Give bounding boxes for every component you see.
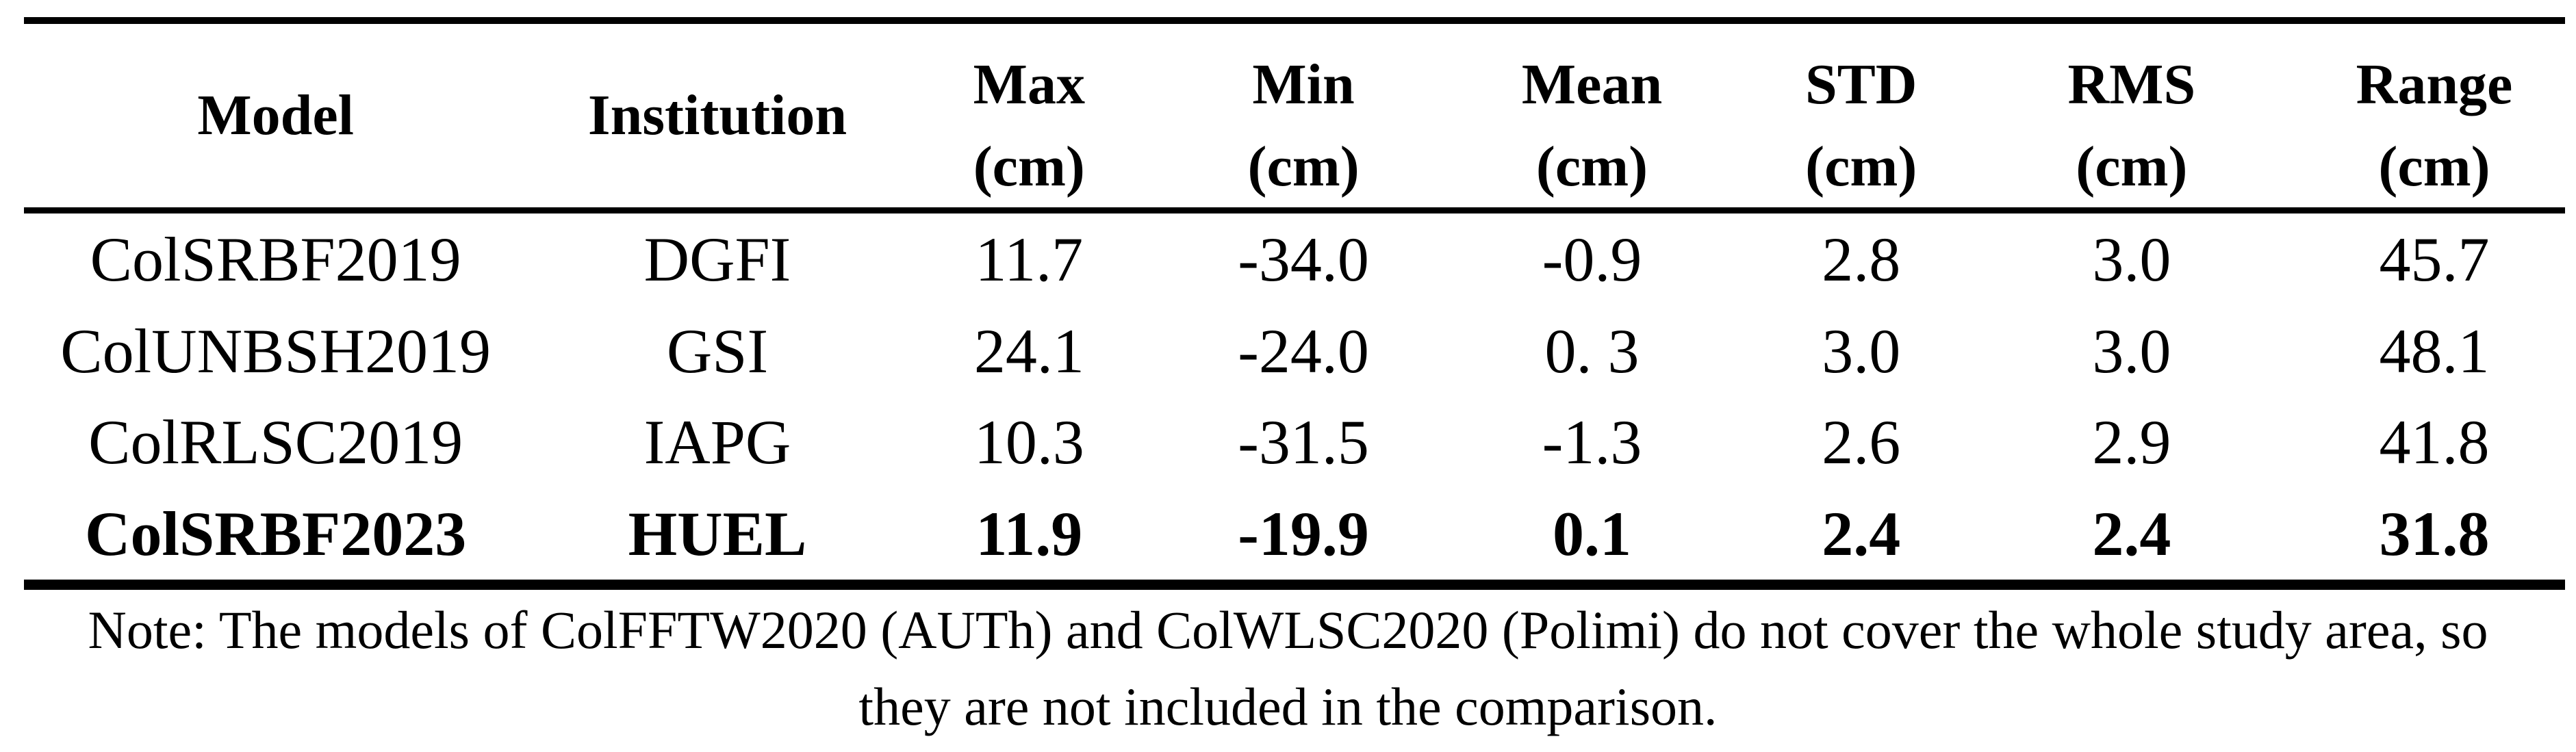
col-header-label: Model xyxy=(197,83,354,147)
cell-mean: 0. 3 xyxy=(1544,315,1640,386)
col-header-label: Min xyxy=(1252,53,1355,116)
cell-institution: HUEL xyxy=(628,499,807,569)
cell-max: 11.7 xyxy=(975,224,1084,294)
cell-min: -31.5 xyxy=(1238,407,1369,478)
cell-max: 24.1 xyxy=(973,315,1084,386)
table-row-highlighted: ColSRBF2023 HUEL 11.9 -19.9 0.1 2.4 2.4 … xyxy=(0,488,2576,580)
note-line: they are not included in the comparison. xyxy=(858,677,1718,736)
cell-max: 10.3 xyxy=(973,407,1084,478)
cell-model: ColSRBF2023 xyxy=(85,499,467,569)
cell-std: 3.0 xyxy=(1822,315,1901,386)
col-header-label: Mean xyxy=(1521,53,1663,116)
cell-model: ColRLSC2019 xyxy=(88,407,463,478)
col-header-unit: (cm) xyxy=(1247,135,1360,198)
table-row: ColRLSC2019 IAPG 10.3 -31.5 -1.3 2.6 2.9… xyxy=(0,397,2576,489)
cell-range: 31.8 xyxy=(2379,499,2490,569)
cell-rms: 3.0 xyxy=(2092,315,2171,386)
col-header-label: Institution xyxy=(587,83,847,147)
col-header-label: RMS xyxy=(2067,53,2196,116)
table-body: ColSRBF2019 DGFI 11.7 -34.0 -0.9 2.8 3.0… xyxy=(0,213,2576,580)
col-header-unit: (cm) xyxy=(1535,135,1648,198)
table-header-row: Model Institution Max (cm) Min (cm) Mean… xyxy=(0,24,2576,207)
table-row: ColUNBSH2019 GSI 24.1 -24.0 0. 3 3.0 3.0… xyxy=(0,305,2576,397)
cell-range: 41.8 xyxy=(2379,407,2490,478)
col-header-unit: (cm) xyxy=(2378,135,2490,198)
col-header-label: STD xyxy=(1805,53,1917,116)
cell-std: 2.6 xyxy=(1822,407,1901,478)
col-header-min: Min (cm) xyxy=(1175,24,1432,207)
cell-institution: IAPG xyxy=(643,407,791,478)
cell-std: 2.8 xyxy=(1822,224,1901,294)
cell-range: 48.1 xyxy=(2379,315,2490,386)
cell-max: 11.9 xyxy=(975,499,1083,569)
cell-model: ColUNBSH2019 xyxy=(60,315,492,386)
cell-range: 45.7 xyxy=(2379,224,2490,294)
col-header-unit: (cm) xyxy=(973,135,1085,198)
col-header-max: Max (cm) xyxy=(884,24,1175,207)
col-header-model: Model xyxy=(0,24,551,207)
col-header-unit: (cm) xyxy=(2076,135,2188,198)
cell-mean: 0.1 xyxy=(1553,499,1632,569)
cell-min: -34.0 xyxy=(1238,224,1369,294)
cell-mean: -0.9 xyxy=(1542,224,1642,294)
cell-min: -19.9 xyxy=(1238,499,1369,569)
col-header-label: Range xyxy=(2356,53,2513,116)
cell-rms: 3.0 xyxy=(2092,224,2171,294)
table-header-separator-rule xyxy=(24,207,2565,213)
cell-mean: -1.3 xyxy=(1542,407,1642,478)
table-top-rule xyxy=(24,17,2565,24)
cell-institution: DGFI xyxy=(643,224,791,294)
cell-rms: 2.4 xyxy=(2092,499,2171,569)
col-header-mean: Mean (cm) xyxy=(1432,24,1752,207)
cell-std: 2.4 xyxy=(1822,499,1901,569)
col-header-std: STD (cm) xyxy=(1752,24,1971,207)
cell-model: ColSRBF2019 xyxy=(90,224,461,294)
col-header-label: Max xyxy=(973,53,1085,116)
col-header-range: Range (cm) xyxy=(2293,24,2576,207)
cell-rms: 2.9 xyxy=(2092,407,2171,478)
note-line: Note: The models of ColFFTW2020 (AUTh) a… xyxy=(88,600,2488,660)
col-header-institution: Institution xyxy=(551,24,883,207)
cell-institution: GSI xyxy=(666,315,769,386)
col-header-rms: RMS (cm) xyxy=(1971,24,2293,207)
table-row: ColSRBF2019 DGFI 11.7 -34.0 -0.9 2.8 3.0… xyxy=(0,213,2576,305)
table-note: Note: The models of ColFFTW2020 (AUTh) a… xyxy=(0,592,2576,745)
table-bottom-rule xyxy=(24,580,2565,590)
col-header-unit: (cm) xyxy=(1805,135,1917,198)
cell-min: -24.0 xyxy=(1238,315,1369,386)
